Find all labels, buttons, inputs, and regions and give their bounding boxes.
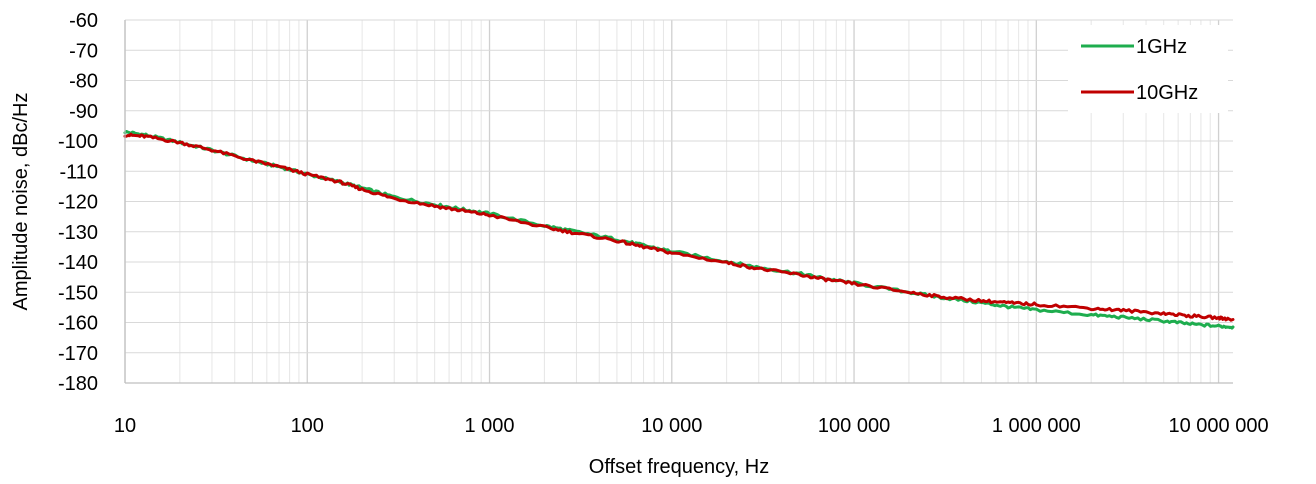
axes — [124, 20, 1233, 384]
legend: 1GHz 10GHz — [1068, 25, 1228, 113]
x-axis-title: Offset frequency, Hz — [589, 456, 769, 478]
x-tick-label: 10 — [114, 415, 136, 437]
y-tick-label: -140 — [58, 252, 98, 274]
y-tick-label: -160 — [58, 313, 98, 335]
series-line-10ghz — [123, 132, 1235, 322]
x-tick-label: 1 000 000 — [992, 415, 1081, 437]
series-line-1ghz — [123, 130, 1235, 330]
legend-label-1ghz: 1GHz — [1136, 36, 1187, 58]
y-tick-label: -80 — [69, 71, 98, 93]
y-tick-label: -130 — [58, 222, 98, 244]
x-tick-labels: 10 100 1 000 10 000 100 000 1 000 000 10 000 0… — [114, 415, 1269, 437]
y-tick-label: -120 — [58, 192, 98, 214]
series-lines — [123, 130, 1235, 330]
y-tick-label: -150 — [58, 282, 98, 304]
y-tick-label: -100 — [58, 131, 98, 153]
y-tick-label: -70 — [69, 40, 98, 62]
x-tick-label: 100 000 — [818, 415, 890, 437]
x-tick-label: 10 000 — [641, 415, 702, 437]
y-tick-label: -170 — [58, 343, 98, 365]
y-tick-labels: -60 -70 -80 -90 -100 -110 -120 -130 -140 -150 -160… — [58, 10, 98, 395]
y-tick-label: -90 — [69, 101, 98, 123]
y-tick-label: -110 — [59, 161, 98, 183]
legend-label-10ghz: 10GHz — [1136, 82, 1198, 104]
legend-background — [1068, 25, 1228, 113]
x-tick-label: 1 000 — [464, 415, 514, 437]
y-tick-label: -60 — [69, 10, 98, 32]
x-tick-label: 100 — [291, 415, 324, 437]
grid-lines — [124, 19, 1233, 384]
y-axis-title: Amplitude noise, dBc/Hz — [10, 93, 32, 311]
y-tick-label: -180 — [58, 373, 98, 395]
x-tick-label: 10 000 000 — [1169, 415, 1269, 437]
